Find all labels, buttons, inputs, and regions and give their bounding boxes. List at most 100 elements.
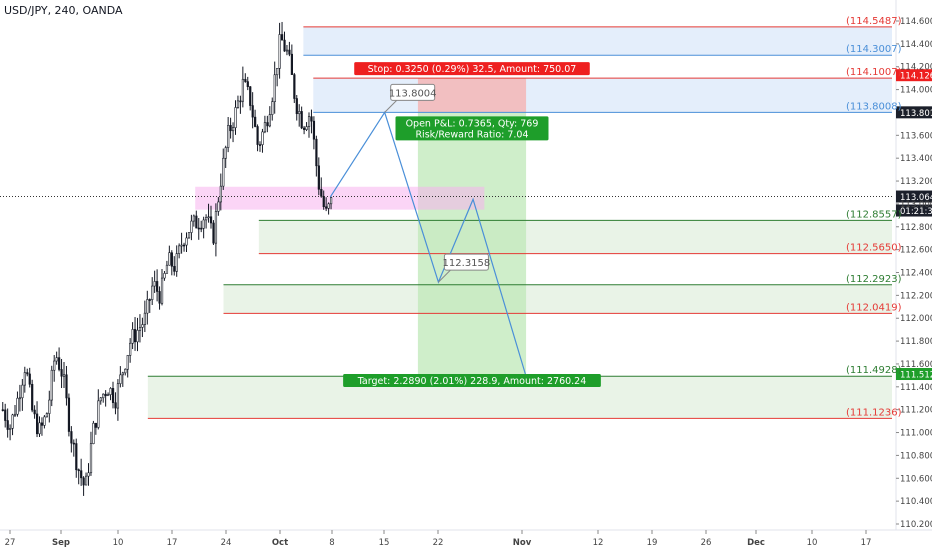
candle [273, 74, 276, 103]
price-tick-label: 111.8000 [900, 337, 932, 347]
candle [322, 195, 325, 208]
callout-box [390, 83, 436, 101]
price-tick-label: 112.4000 [900, 269, 932, 279]
candle [263, 122, 267, 133]
candle [53, 360, 56, 371]
candle [89, 443, 93, 474]
level-label: (112.2923) [846, 274, 902, 285]
candle [278, 34, 281, 69]
zone-112-2923 [223, 284, 893, 314]
candle [183, 244, 186, 247]
zone-112-8557 [258, 220, 893, 254]
time-tick-label: 10 [113, 538, 124, 548]
candle [236, 100, 240, 108]
candle [58, 357, 61, 370]
candle [317, 165, 320, 190]
candle [300, 111, 303, 129]
time-tick-label: Sep [52, 538, 70, 548]
candle [141, 324, 144, 328]
price-tick-label: 113.8000 [900, 108, 932, 118]
candle [266, 122, 269, 127]
level-label: (111.1236) [846, 407, 902, 418]
price-tick-label: 111.6000 [900, 360, 932, 370]
level-label: (114.3007) [846, 44, 902, 55]
callout-box [443, 253, 489, 271]
candle [16, 397, 19, 415]
candle [136, 329, 139, 343]
pnl-box [395, 116, 549, 141]
candle [307, 116, 311, 127]
candle [77, 469, 80, 472]
candle [6, 420, 9, 430]
level-label: (112.8557) [846, 209, 902, 220]
level-label: (111.4928) [846, 365, 902, 376]
level-label: (114.1007) [846, 67, 902, 78]
time-tick-label: Oct [272, 538, 288, 548]
candle [241, 78, 245, 102]
candle [315, 138, 318, 167]
time-tick-label: 27 [5, 538, 16, 548]
candle [60, 369, 63, 377]
candle [202, 219, 205, 229]
price-tick-label: 110.8000 [900, 451, 932, 461]
candle [212, 222, 215, 244]
price-tick-label: 113.6000 [900, 131, 932, 141]
candle [85, 475, 88, 486]
price-tick-label: 114.2000 [900, 63, 932, 73]
stop-zone [417, 78, 527, 113]
price-tick-label: 111.0000 [900, 429, 932, 439]
candle [310, 116, 313, 122]
candle [148, 299, 151, 301]
candle [217, 201, 220, 212]
candle [146, 299, 149, 314]
candle [26, 372, 29, 375]
candle [163, 273, 166, 279]
level-label: (113.8008) [846, 101, 902, 112]
candle [21, 384, 24, 399]
candle [271, 101, 274, 115]
time-tick-label: 19 [647, 538, 658, 548]
candle [70, 431, 73, 444]
price-tick-label: 110.2000 [900, 520, 932, 530]
candle [195, 215, 198, 229]
candle [94, 422, 97, 428]
candle [290, 53, 294, 75]
candle [207, 216, 210, 219]
candle [50, 369, 53, 401]
time-tick-label: Nov [513, 538, 532, 548]
candle [280, 34, 284, 41]
candle [293, 74, 296, 99]
candle [13, 413, 17, 416]
candle [131, 329, 134, 344]
candle [151, 285, 154, 300]
chart-title: USD/JPY, 240, OANDA [4, 4, 123, 17]
axis-tag-label: 111.5120 [900, 371, 932, 381]
candle [99, 397, 102, 402]
candle [107, 394, 110, 397]
candle [256, 126, 259, 145]
target-label: Target: 2.2890 (2.01%) 228.9, Amount: 27… [357, 376, 587, 387]
candle [170, 252, 173, 267]
price-tick-label: 113.2000 [900, 177, 932, 187]
candle [295, 98, 298, 115]
axis-tag-bg [896, 368, 932, 381]
candle [160, 277, 164, 304]
candle [283, 39, 286, 52]
candle [97, 400, 100, 428]
time-tick-label: 26 [701, 538, 712, 548]
candle [190, 220, 193, 233]
candle [178, 245, 181, 254]
candle [187, 232, 191, 239]
price-tick-label: 110.6000 [900, 474, 932, 484]
candles-layer [1, 21, 333, 496]
callout-pointer [438, 269, 451, 283]
candle [205, 217, 208, 221]
candle [192, 215, 196, 222]
candle [180, 244, 183, 247]
axis-tag-bg [896, 69, 932, 82]
axis-tag-bg [896, 106, 932, 119]
axis-tag-label: 113.0645 [900, 193, 932, 203]
candle [38, 422, 41, 435]
